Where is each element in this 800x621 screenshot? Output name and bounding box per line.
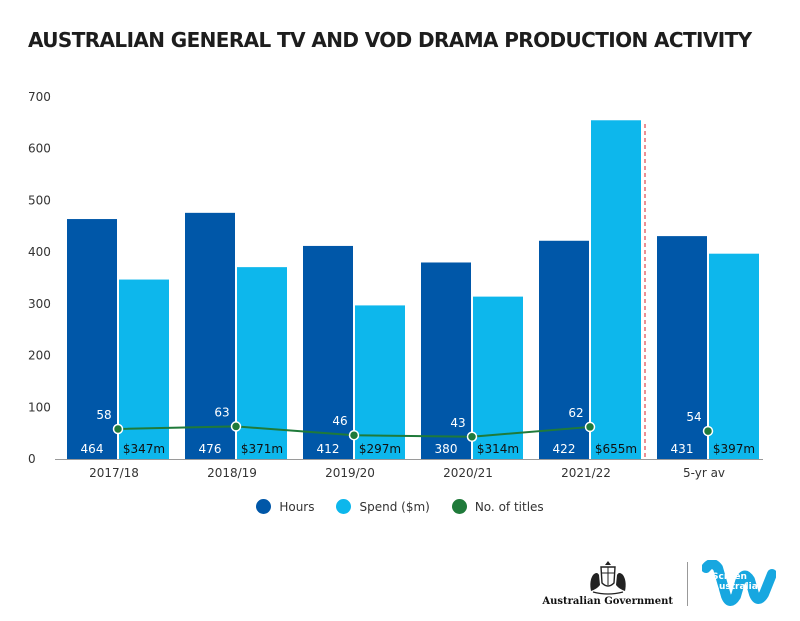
bar-spend bbox=[591, 120, 641, 460]
bar-hours bbox=[539, 240, 589, 459]
data-label-titles: 43 bbox=[450, 416, 465, 430]
point-titles bbox=[348, 429, 360, 441]
australian-government-text: Australian Government bbox=[542, 596, 673, 607]
bar-hours bbox=[657, 236, 707, 459]
data-label-titles: 63 bbox=[214, 405, 229, 419]
data-label-hours: 412 bbox=[317, 442, 340, 456]
x-tick-label: 2021/22 bbox=[561, 466, 611, 480]
bar-hours bbox=[185, 212, 235, 459]
chart-legend: Hours Spend ($m) No. of titles bbox=[0, 499, 800, 514]
point-titles bbox=[112, 423, 124, 435]
y-tick-label: 700 bbox=[28, 90, 51, 104]
screen-australia-wave-icon bbox=[701, 559, 777, 606]
point-titles bbox=[584, 421, 596, 433]
y-tick-label: 600 bbox=[28, 142, 51, 156]
bar-hours bbox=[303, 245, 353, 459]
data-label-titles: 58 bbox=[96, 408, 111, 422]
data-label-spend: $297m bbox=[359, 442, 401, 456]
y-tick-label: 400 bbox=[28, 245, 51, 259]
screen-australia-line-2: Australia bbox=[712, 582, 758, 592]
data-label-hours: 422 bbox=[553, 442, 576, 456]
y-tick-label: 0 bbox=[28, 452, 36, 466]
data-label-titles: 54 bbox=[686, 410, 701, 424]
logo-divider bbox=[687, 562, 688, 606]
data-label-spend: $655m bbox=[595, 442, 637, 456]
data-label-titles: 62 bbox=[568, 406, 583, 420]
legend-label-hours: Hours bbox=[279, 499, 315, 514]
bar-spend bbox=[119, 279, 169, 459]
data-label-hours: 476 bbox=[199, 442, 222, 456]
point-titles bbox=[230, 421, 242, 432]
legend-label-titles: No. of titles bbox=[474, 499, 544, 514]
legend-label-spend: Spend ($m) bbox=[359, 499, 430, 514]
data-label-spend: $314m bbox=[477, 442, 519, 456]
legend-item-titles: No. of titles bbox=[451, 499, 544, 514]
data-label-hours: 431 bbox=[671, 442, 694, 456]
data-label-titles: 46 bbox=[332, 414, 347, 428]
bar-hours bbox=[67, 219, 117, 459]
legend-swatch-spend bbox=[336, 499, 352, 514]
screen-australia-line-1: Screen bbox=[712, 572, 747, 582]
point-titles bbox=[702, 425, 714, 437]
y-tick-label: 500 bbox=[28, 193, 51, 207]
bar-chart: 0 100 200 300 400 500 600 700 464 $347m 2017/18 476… bbox=[28, 90, 763, 480]
x-tick-label: 2017/18 bbox=[89, 466, 139, 480]
x-tick-label: 2020/21 bbox=[443, 466, 493, 480]
chart-title: AUSTRALIAN GENERAL TV AND VOD DRAMA PROD… bbox=[28, 28, 752, 52]
y-tick-label: 300 bbox=[28, 297, 51, 311]
y-tick-label: 100 bbox=[28, 400, 51, 414]
screen-australia-logo: Screen Australia bbox=[701, 559, 777, 608]
screen-australia-text: Screen Australia bbox=[712, 572, 758, 592]
legend-swatch-titles bbox=[451, 499, 467, 514]
bar-spend bbox=[709, 253, 759, 459]
footer-logos: Australian Government Screen Australia bbox=[542, 558, 777, 610]
bar-spend bbox=[473, 296, 523, 459]
legend-item-spend: Spend ($m) bbox=[336, 499, 430, 514]
x-tick-label: 2018/19 bbox=[207, 466, 257, 480]
bar-hours bbox=[421, 262, 471, 459]
data-label-spend: $347m bbox=[123, 442, 165, 456]
legend-swatch-hours bbox=[256, 499, 272, 514]
x-tick-label: 5-yr av bbox=[683, 466, 725, 480]
data-label-spend: $371m bbox=[241, 442, 283, 456]
legend-item-hours: Hours bbox=[256, 499, 314, 514]
y-tick-label: 200 bbox=[28, 349, 51, 363]
data-label-spend: $397m bbox=[713, 442, 755, 456]
coat-of-arms-icon bbox=[590, 561, 626, 595]
bar-spend bbox=[355, 305, 405, 459]
point-titles bbox=[466, 431, 478, 443]
data-label-hours: 380 bbox=[435, 442, 458, 456]
australian-government-logo: Australian Government bbox=[542, 561, 673, 607]
x-tick-label: 2019/20 bbox=[325, 466, 375, 480]
data-label-hours: 464 bbox=[81, 442, 104, 456]
